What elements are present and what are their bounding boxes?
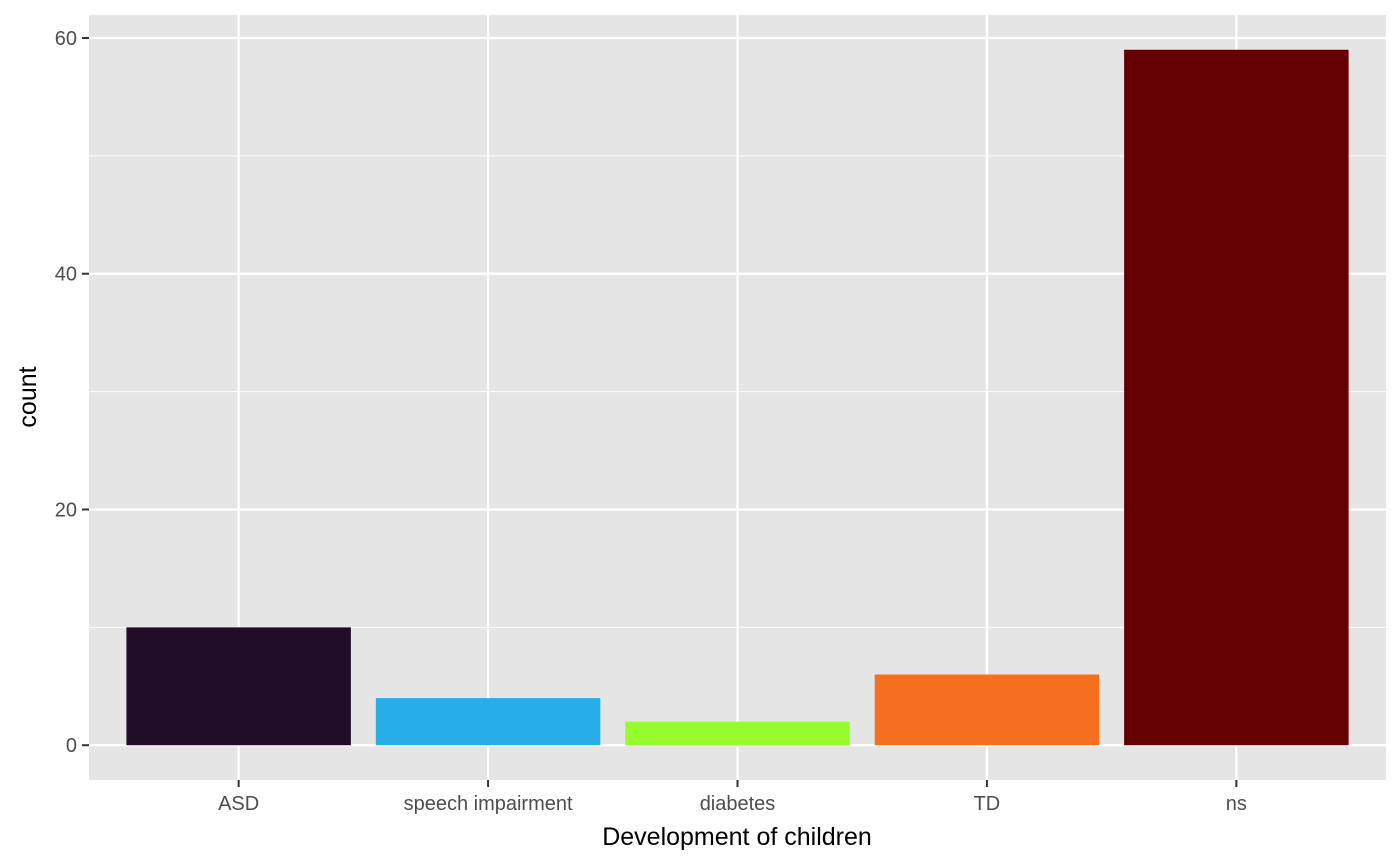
- y-tick-label: 40: [55, 264, 77, 286]
- y-axis-title: count: [14, 366, 42, 427]
- x-tick-label: ASD: [218, 793, 259, 815]
- x-tick-label: TD: [974, 793, 1001, 815]
- y-tick-label: 0: [66, 735, 77, 757]
- bar-asd: [126, 627, 351, 746]
- x-tick-label: diabetes: [700, 793, 776, 815]
- bar-td: [874, 674, 1100, 746]
- x-axis-title: Development of children: [602, 823, 872, 851]
- bar-ns: [1124, 49, 1349, 746]
- bars-group: [126, 49, 1349, 746]
- y-tick-label: 20: [55, 499, 77, 521]
- x-tick-label: speech impairment: [404, 793, 573, 815]
- bar-diabetes: [625, 721, 850, 746]
- x-axis: ASD speech impairment diabetes TD ns: [218, 780, 1247, 815]
- bar-speech-impairment: [375, 698, 601, 746]
- x-tick-label: ns: [1226, 793, 1247, 815]
- y-axis: 0 20 40 60: [55, 28, 89, 757]
- y-tick-label: 60: [55, 28, 77, 50]
